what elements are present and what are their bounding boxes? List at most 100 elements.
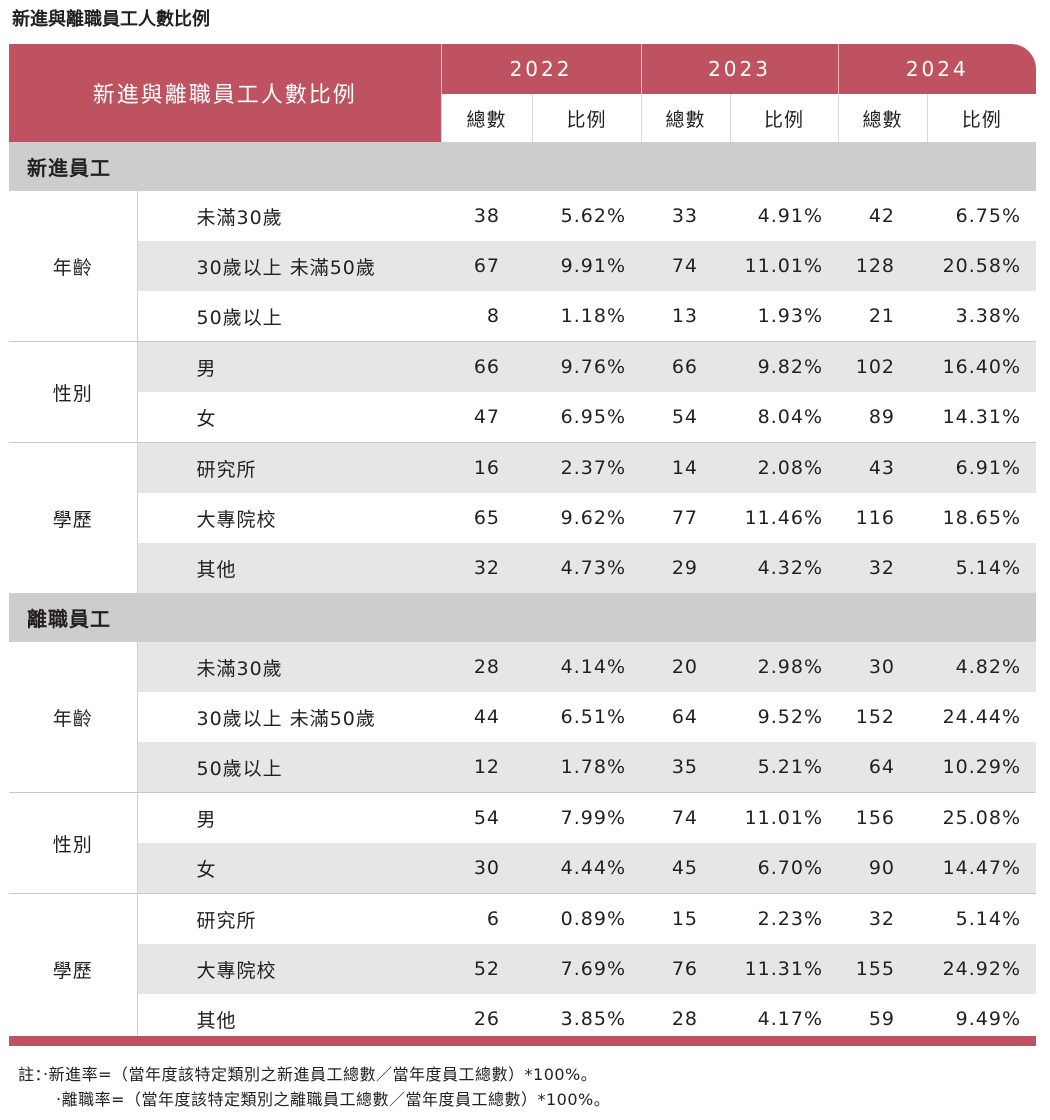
page-title: 新進與離職員工人數比例 bbox=[12, 9, 210, 30]
total-cell: 128 bbox=[838, 241, 928, 291]
table-row: 年齡 未滿30歲 38 5.62% 33 4.91% 42 6.75% bbox=[9, 191, 1036, 342]
ratio-cell: 0.89% bbox=[532, 893, 642, 944]
ratio-cell: 6.51% bbox=[560, 706, 627, 728]
total-cell: 32 bbox=[838, 893, 928, 944]
table-row: 30歲以上 未滿50歲 44 6.51% 64 9.52% 152 24.44% bbox=[9, 692, 1036, 742]
total-cell: 35 bbox=[641, 742, 731, 793]
ratio-cell: 25.08% bbox=[927, 792, 1037, 843]
total-cell: 74 bbox=[641, 241, 731, 291]
total-cell: 77 bbox=[671, 507, 699, 529]
table-row: 女 30 4.44% 45 6.70% 90 14.47% bbox=[9, 843, 1037, 894]
total-cell: 28 bbox=[441, 642, 533, 692]
section-title: 離職員工 bbox=[9, 593, 1037, 642]
group-label: 性別 bbox=[9, 792, 138, 894]
ratio-cell: 7.69% bbox=[532, 944, 642, 994]
ratio-cell: 4.32% bbox=[730, 543, 839, 593]
total-cell: 38 bbox=[473, 205, 501, 227]
ratio-cell: 10.29% bbox=[927, 742, 1037, 793]
section-header: 離職員工 bbox=[9, 593, 1037, 642]
ratio-cell: 5.62% bbox=[560, 205, 627, 227]
ratio-cell: 6.75% bbox=[955, 205, 1022, 227]
row-label: 研究所 bbox=[137, 893, 442, 944]
ratio-cell: 9.76% bbox=[532, 341, 642, 392]
section-header: 新進員工 bbox=[9, 142, 1037, 191]
ratio-cell: 6.95% bbox=[560, 406, 627, 428]
col-total: 總數 bbox=[837, 94, 928, 142]
total-cell: 76 bbox=[641, 944, 731, 994]
ratio-cell: 2.98% bbox=[730, 642, 839, 692]
group-label: 年齡 bbox=[9, 191, 138, 342]
ratio-cell: 6.70% bbox=[730, 843, 839, 894]
year-header: 2022 bbox=[440, 44, 642, 94]
note-new-hire-rate: ‧新進率=（當年度該特定類別之新進員工總數／當年度員工總數）*100%。 bbox=[43, 1065, 598, 1084]
total-cell: 54 bbox=[441, 792, 533, 843]
total-cell: 33 bbox=[671, 205, 699, 227]
table-row: 50歲以上 12 1.78% 35 5.21% 64 10.29% bbox=[9, 742, 1037, 793]
ratio-cell: 9.91% bbox=[532, 241, 642, 291]
row-label: 50歲以上 bbox=[196, 306, 283, 329]
total-cell: 21 bbox=[868, 305, 896, 327]
group-label: 學歷 bbox=[9, 893, 138, 1044]
table-row: 性別男 54 7.99% 74 11.01% 156 25.08% bbox=[9, 792, 1037, 894]
total-cell: 30 bbox=[441, 843, 533, 894]
ratio-cell: 14.47% bbox=[927, 843, 1037, 894]
notes-prefix: 註： bbox=[18, 1065, 44, 1084]
total-cell: 42 bbox=[868, 205, 896, 227]
row-label: 30歲以上 未滿50歲 bbox=[137, 241, 442, 291]
ratio-cell: 2.37% bbox=[532, 442, 642, 493]
total-cell: 15 bbox=[641, 893, 731, 944]
table-row: 其他 32 4.73% 29 4.32% 32 5.14% bbox=[9, 543, 1037, 593]
table-row: 年齡 未滿30歲 28 4.14% 20 2.98% 30 4.82% bbox=[9, 642, 1037, 793]
section-title: 新進員工 bbox=[9, 142, 1037, 191]
row-label: 女 bbox=[196, 407, 217, 430]
ratio-cell: 9.82% bbox=[730, 341, 839, 392]
ratio-cell: 3.85% bbox=[560, 1008, 627, 1030]
table-row: 學歷 研究所 6 0.89% 15 2.23% 32 5.14% bbox=[9, 893, 1037, 1044]
col-ratio: 比例 bbox=[729, 94, 839, 142]
table-row: 性別男 66 9.76% 66 9.82% 102 16.40% bbox=[9, 341, 1037, 443]
ratio-cell: 11.01% bbox=[730, 241, 839, 291]
notes: 註：‧新進率=（當年度該特定類別之新進員工總數／當年度員工總數）*100%。 ‧… bbox=[18, 1062, 610, 1112]
ratio-cell: 2.23% bbox=[730, 893, 839, 944]
total-cell: 67 bbox=[441, 241, 533, 291]
row-label: 未滿30歲 bbox=[137, 642, 442, 692]
table-title: 新進與離職員工人數比例 bbox=[9, 44, 442, 142]
row-label: 男 bbox=[137, 341, 442, 392]
table-row: 大專院校 65 9.62% 77 11.46% 116 18.65% bbox=[9, 493, 1036, 543]
ratio-cell: 16.40% bbox=[927, 341, 1037, 392]
table-row: 其他 26 3.85% 28 4.17% 59 9.49% bbox=[9, 994, 1036, 1044]
ratio-cell: 4.82% bbox=[927, 642, 1037, 692]
total-cell: 116 bbox=[855, 507, 896, 529]
col-ratio: 比例 bbox=[531, 94, 642, 142]
total-cell: 45 bbox=[641, 843, 731, 894]
total-cell: 26 bbox=[473, 1008, 501, 1030]
ratio-cell: 9.49% bbox=[955, 1008, 1022, 1030]
ratio-cell: 6.91% bbox=[927, 442, 1037, 493]
total-cell: 30 bbox=[838, 642, 928, 692]
row-label: 其他 bbox=[137, 543, 442, 593]
turnover-table: 新進與離職員工人數比例 2022 2023 2024 總數 比例 總數 比例 總… bbox=[9, 44, 1037, 1044]
col-total: 總數 bbox=[440, 94, 533, 142]
year-header: 2023 bbox=[640, 44, 839, 94]
total-cell: 59 bbox=[868, 1008, 896, 1030]
row-label: 大專院校 bbox=[137, 944, 442, 994]
total-cell: 54 bbox=[671, 406, 699, 428]
ratio-cell: 11.01% bbox=[730, 792, 839, 843]
group-label: 性別 bbox=[9, 341, 138, 443]
total-cell: 47 bbox=[473, 406, 501, 428]
row-label: 30歲以上 未滿50歲 bbox=[196, 707, 376, 730]
total-cell: 29 bbox=[641, 543, 731, 593]
ratio-cell: 14.31% bbox=[942, 406, 1022, 428]
total-cell: 32 bbox=[441, 543, 533, 593]
ratio-cell: 5.14% bbox=[927, 893, 1037, 944]
row-label: 未滿30歲 bbox=[196, 206, 283, 229]
ratio-cell: 4.14% bbox=[532, 642, 642, 692]
total-cell: 102 bbox=[838, 341, 928, 392]
row-label: 男 bbox=[137, 792, 442, 843]
group-label: 年齡 bbox=[9, 642, 138, 793]
note-turnover-rate: ‧離職率=（當年度該特定類別之離職員工總數／當年度員工總數）*100%。 bbox=[56, 1090, 611, 1109]
table-row: 女 47 6.95% 54 8.04% 89 14.31% bbox=[9, 392, 1036, 443]
total-cell: 13 bbox=[671, 305, 699, 327]
ratio-cell: 4.44% bbox=[532, 843, 642, 894]
total-cell: 43 bbox=[838, 442, 928, 493]
